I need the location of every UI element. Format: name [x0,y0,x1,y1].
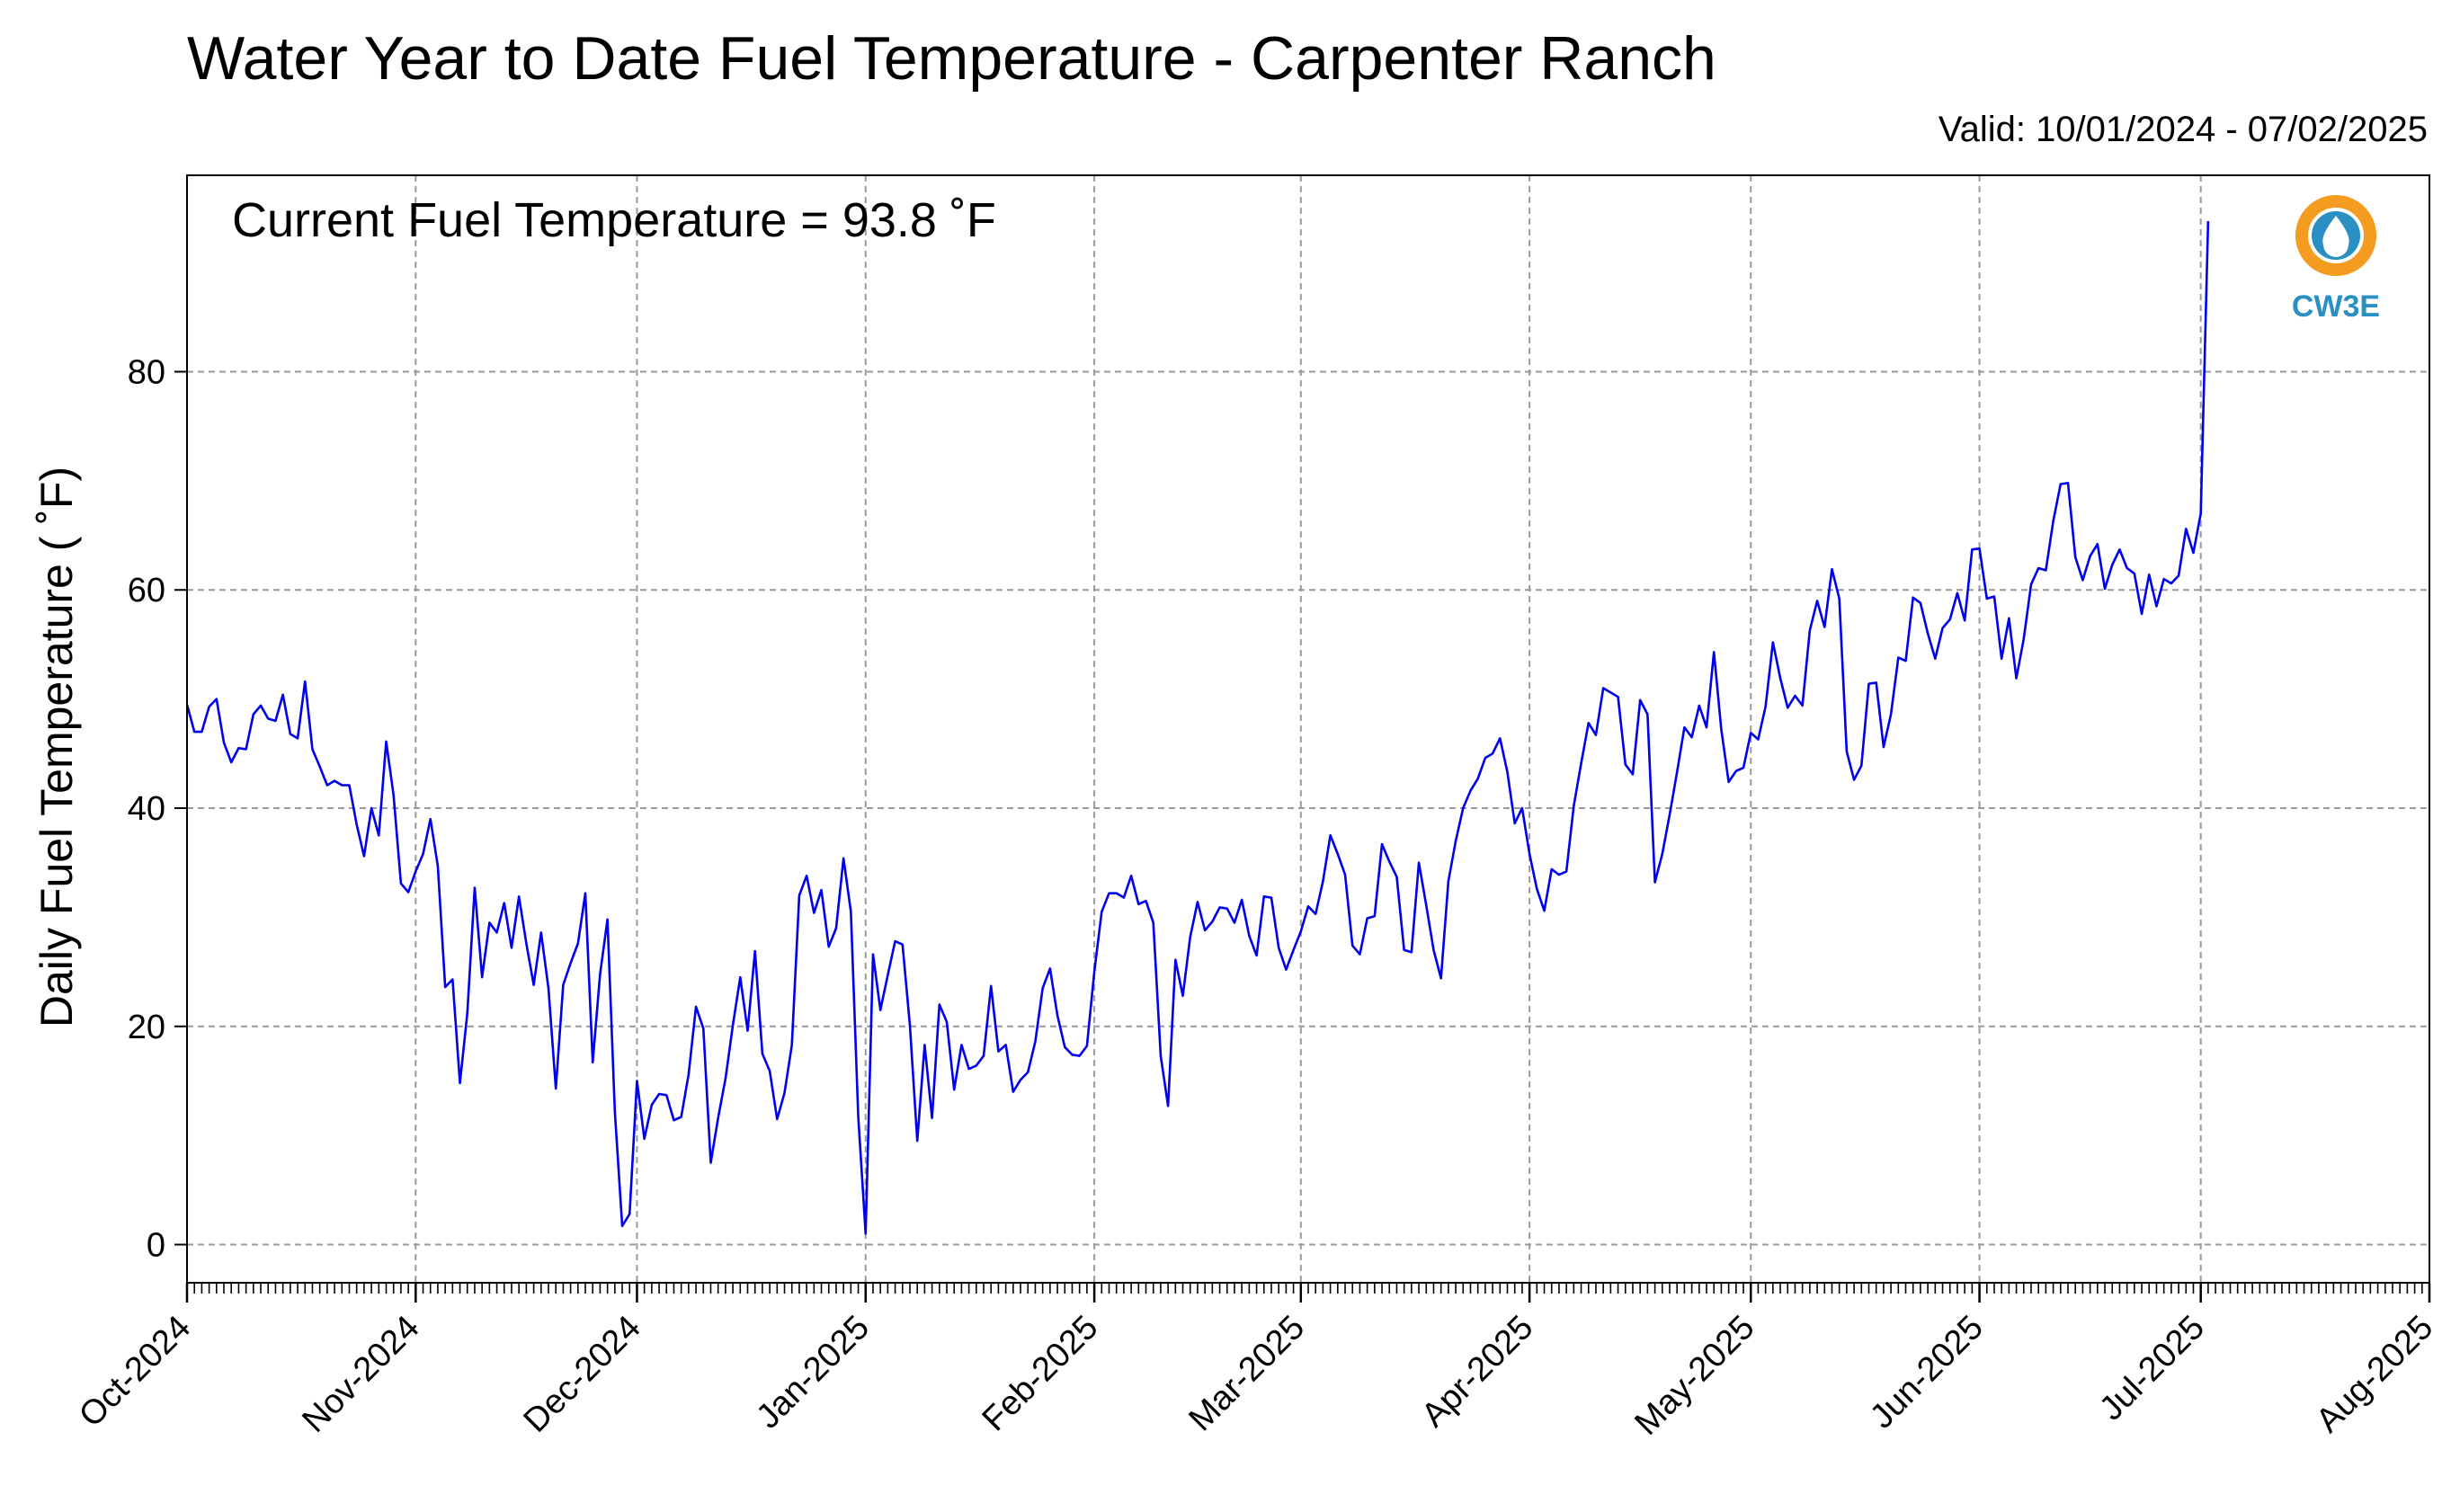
x-tick-label: Jun-2025 [1863,1309,1991,1436]
x-tick-label: Apr-2025 [1414,1309,1540,1435]
y-tick-label: 60 [128,572,165,609]
x-tick-label: Nov-2024 [295,1309,426,1440]
cw3e-logo: CW3E [2292,195,2380,324]
x-tick-label: Jan-2025 [749,1309,877,1436]
logo-ring-icon [2295,195,2376,276]
x-tick-label: Aug-2025 [2309,1309,2440,1440]
plot-frame [186,174,2430,1284]
y-tick-label: 80 [128,353,165,391]
grid [186,175,2430,1283]
y-tick-label: 20 [128,1009,165,1046]
x-tick-label: Feb-2025 [976,1309,1106,1439]
x-tick-label: Jul-2025 [2092,1309,2212,1428]
axes: 0 20 40 60 80 Oct-2024 Nov-2024 Dec-2024 Jan-202… [72,353,2440,1442]
series-layer [185,220,2210,1235]
x-tick-label: Mar-2025 [1181,1309,1312,1439]
y-tick-label: 0 [147,1227,165,1265]
y-tick-label: 40 [128,790,165,828]
x-tick-label: May-2025 [1627,1309,1761,1443]
fuel-temperature-line [185,220,2210,1235]
x-tick-label: Oct-2024 [72,1309,198,1435]
x-minor-ticks [186,1283,2430,1294]
y-axis-title: Daily Fuel Temperature ( ˚F) [31,467,82,1027]
logo-droplet-icon [2322,216,2349,257]
valid-date-range: Valid: 10/01/2024 - 07/02/2025 [1938,110,2428,149]
logo-text: CW3E [2292,289,2380,324]
x-tick-label: Dec-2024 [517,1309,648,1440]
chart-title: Water Year to Date Fuel Temperature - Ca… [187,24,1716,93]
current-fuel-temperature-annotation: Current Fuel Temperature = 93.8 ˚F [232,193,996,247]
